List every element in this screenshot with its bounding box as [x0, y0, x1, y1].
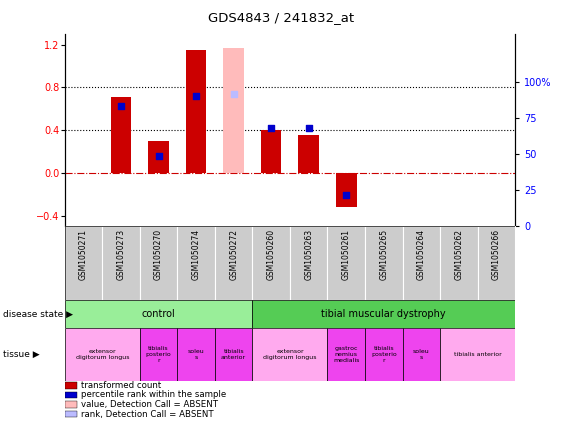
Point — [191, 93, 200, 100]
Bar — [336, 173, 356, 207]
Point — [117, 103, 126, 110]
Bar — [111, 97, 131, 173]
Text: gastroc
nemius
medialis: gastroc nemius medialis — [333, 346, 359, 363]
Text: tibialis
anterior: tibialis anterior — [221, 349, 246, 360]
Bar — [140, 226, 177, 300]
Bar — [148, 141, 169, 173]
Bar — [65, 392, 77, 398]
Bar — [65, 411, 77, 418]
Text: GSM1050271: GSM1050271 — [79, 228, 88, 280]
Bar — [215, 328, 252, 381]
Text: GSM1050260: GSM1050260 — [267, 228, 276, 280]
Text: GSM1050270: GSM1050270 — [154, 228, 163, 280]
Point — [267, 125, 276, 132]
Text: disease state ▶: disease state ▶ — [3, 310, 73, 319]
Text: control: control — [142, 309, 176, 319]
Bar — [102, 226, 140, 300]
Text: transformed count: transformed count — [82, 381, 162, 390]
Bar — [328, 328, 365, 381]
Bar — [328, 226, 365, 300]
Bar — [477, 226, 515, 300]
Bar — [403, 226, 440, 300]
Text: GSM1050274: GSM1050274 — [191, 228, 200, 280]
Bar — [224, 48, 244, 173]
Point — [304, 125, 313, 132]
Point — [229, 90, 238, 97]
Bar — [252, 300, 515, 328]
Point — [154, 152, 163, 159]
Bar — [440, 226, 477, 300]
Bar — [215, 226, 252, 300]
Text: GDS4843 / 241832_at: GDS4843 / 241832_at — [208, 11, 355, 24]
Text: value, Detection Call = ABSENT: value, Detection Call = ABSENT — [82, 400, 218, 409]
Bar — [290, 226, 328, 300]
Text: percentile rank within the sample: percentile rank within the sample — [82, 390, 227, 399]
Bar — [440, 328, 515, 381]
Text: tibialis
posterio
r: tibialis posterio r — [146, 346, 172, 363]
Text: GSM1050265: GSM1050265 — [379, 228, 388, 280]
Bar — [140, 328, 177, 381]
Bar — [365, 226, 403, 300]
Bar — [65, 226, 102, 300]
Text: rank, Detection Call = ABSENT: rank, Detection Call = ABSENT — [82, 409, 214, 418]
Text: GSM1050263: GSM1050263 — [304, 228, 313, 280]
Bar — [65, 300, 252, 328]
Bar — [252, 328, 328, 381]
Text: tibial muscular dystrophy: tibial muscular dystrophy — [321, 309, 446, 319]
Text: GSM1050266: GSM1050266 — [492, 228, 501, 280]
Text: soleu
s: soleu s — [413, 349, 430, 360]
Bar — [298, 135, 319, 173]
Text: tibialis anterior: tibialis anterior — [454, 352, 502, 357]
Bar — [65, 328, 140, 381]
Text: GSM1050262: GSM1050262 — [454, 228, 463, 280]
Bar — [186, 50, 207, 173]
Text: GSM1050264: GSM1050264 — [417, 228, 426, 280]
Bar — [177, 226, 215, 300]
Bar — [177, 328, 215, 381]
Text: tibialis
posterio
r: tibialis posterio r — [371, 346, 397, 363]
Bar — [65, 401, 77, 408]
Text: GSM1050273: GSM1050273 — [117, 228, 126, 280]
Bar — [252, 226, 290, 300]
Text: soleu
s: soleu s — [187, 349, 204, 360]
Bar — [365, 328, 403, 381]
Bar — [65, 382, 77, 389]
Point — [342, 191, 351, 198]
Bar — [403, 328, 440, 381]
Bar — [261, 130, 282, 173]
Text: GSM1050272: GSM1050272 — [229, 228, 238, 280]
Text: tissue ▶: tissue ▶ — [3, 350, 39, 359]
Text: GSM1050261: GSM1050261 — [342, 228, 351, 280]
Text: extensor
digitorum longus: extensor digitorum longus — [263, 349, 317, 360]
Text: extensor
digitorum longus: extensor digitorum longus — [75, 349, 129, 360]
